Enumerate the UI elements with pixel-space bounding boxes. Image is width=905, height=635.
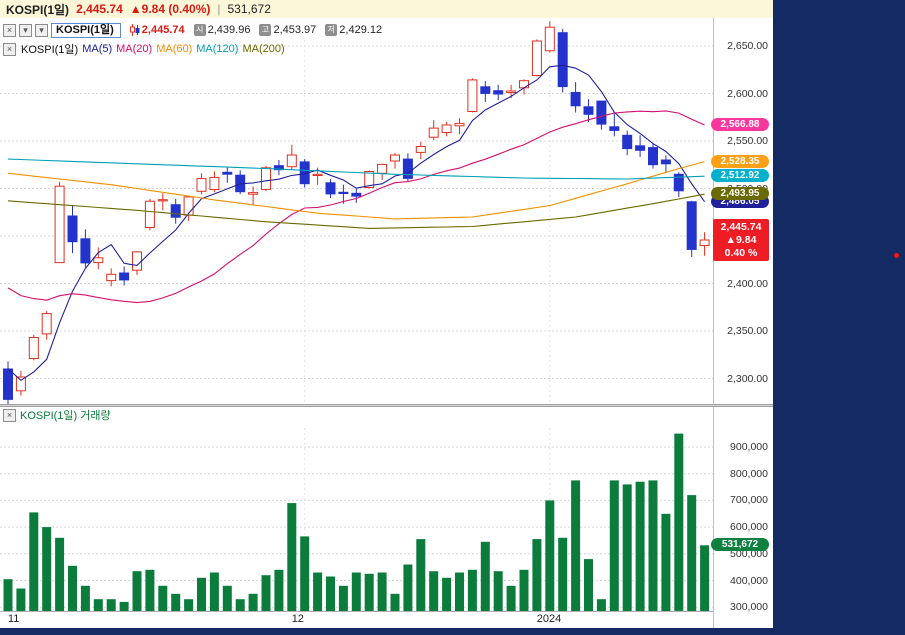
open-readout: 시 2,439.96 bbox=[188, 24, 251, 36]
volume-axis-label: 900,000 bbox=[730, 441, 768, 453]
high-value: 2,453.97 bbox=[273, 24, 317, 36]
price-axis-label: 2,400.00 bbox=[727, 277, 768, 290]
legend-ma120: MA(120) bbox=[196, 43, 239, 55]
current-price-tag: 2,445.74 ▲9.84 0.40 % bbox=[713, 219, 769, 261]
chevron-down-icon[interactable]: ▾ bbox=[19, 23, 32, 37]
chart-panel: 2,650.002,600.002,550.002,500.002,450.00… bbox=[0, 18, 773, 628]
volume-axis: 900,000 800,000 700,000 600,000 500,000 400,0… bbox=[713, 18, 773, 628]
header-volume: 531,672 bbox=[227, 2, 271, 16]
close-icon[interactable]: × bbox=[3, 408, 16, 422]
close-icon[interactable]: × bbox=[3, 23, 16, 37]
header-symbol: KOSPI(1일) bbox=[6, 2, 70, 17]
header-price: 2,445.74 bbox=[76, 2, 123, 16]
current-volume-tag: 531,672 bbox=[711, 538, 769, 552]
volume-legend-title: KOSPI(1일) 거래량 bbox=[20, 410, 111, 422]
close-icon[interactable]: × bbox=[3, 42, 16, 56]
price-axis-label: 2,350.00 bbox=[727, 325, 768, 337]
panel-splitter[interactable] bbox=[0, 404, 773, 407]
header-change: ▲9.84 (0.40%) bbox=[129, 2, 211, 16]
time-axis-label: 11 bbox=[7, 613, 20, 625]
open-value: 2,439.96 bbox=[207, 24, 251, 36]
volume-axis-label: 600,000 bbox=[730, 521, 768, 534]
high-readout: 고 2,453.97 bbox=[253, 24, 316, 36]
volume-axis-label: 800,000 bbox=[730, 467, 768, 480]
legend-title: KOSPI(1일) bbox=[21, 44, 79, 56]
legend-ma60: MA(60) bbox=[156, 43, 193, 55]
chevron-down-icon[interactable]: ▾ bbox=[35, 23, 48, 37]
current-price: 2,445.74 bbox=[720, 221, 762, 233]
volume-axis-label: 700,000 bbox=[730, 494, 768, 507]
scroll-marker-dot bbox=[894, 253, 899, 258]
header-separator: | bbox=[217, 2, 221, 16]
ma-legend: × KOSPI(1일) MA(5) MA(20) MA(60) MA(120) … bbox=[3, 42, 285, 56]
quote-header: KOSPI(1일) 2,445.74 ▲9.84 (0.40%) | 531,6… bbox=[0, 0, 773, 18]
volume-baseline bbox=[0, 611, 713, 612]
current-percent: 0.40 % bbox=[724, 247, 758, 259]
current-readout: 2,445.74 bbox=[124, 24, 185, 36]
time-axis-label: 12 bbox=[291, 613, 304, 625]
volume-axis-label: 400,000 bbox=[730, 574, 768, 587]
volume-chart[interactable] bbox=[0, 408, 713, 628]
time-axis: 11 12 2024 bbox=[0, 613, 713, 628]
chart-toolbar: × ▾ ▾ KOSPI(1일) 2,445.74 시 2,439.96 고 2,… bbox=[3, 22, 382, 38]
low-readout: 저 2,429.12 bbox=[319, 24, 382, 36]
price-chart[interactable] bbox=[0, 18, 713, 408]
low-badge: 저 bbox=[325, 24, 338, 36]
volume-legend: × KOSPI(1일) 거래량 bbox=[3, 408, 111, 422]
current-value: 2,445.74 bbox=[141, 24, 185, 36]
legend-ma200: MA(200) bbox=[242, 43, 285, 55]
price-axis-label: 2,650.00 bbox=[727, 40, 768, 52]
high-badge: 고 bbox=[259, 24, 272, 36]
axis-separator-line bbox=[713, 18, 714, 628]
current-change: ▲9.84 bbox=[725, 234, 757, 246]
price-axis-label: 2,300.00 bbox=[727, 372, 768, 385]
low-value: 2,429.12 bbox=[339, 24, 383, 36]
time-axis-label: 2024 bbox=[536, 613, 562, 625]
legend-ma20: MA(20) bbox=[116, 43, 153, 55]
open-badge: 시 bbox=[193, 24, 206, 36]
symbol-combo[interactable]: KOSPI(1일) bbox=[51, 22, 121, 38]
legend-ma5: MA(5) bbox=[82, 43, 113, 55]
volume-axis-label: 300,000 bbox=[730, 601, 768, 614]
price-axis-label: 2,550.00 bbox=[727, 135, 768, 147]
candle-icon bbox=[129, 24, 140, 36]
price-axis-label: 2,600.00 bbox=[727, 87, 768, 100]
